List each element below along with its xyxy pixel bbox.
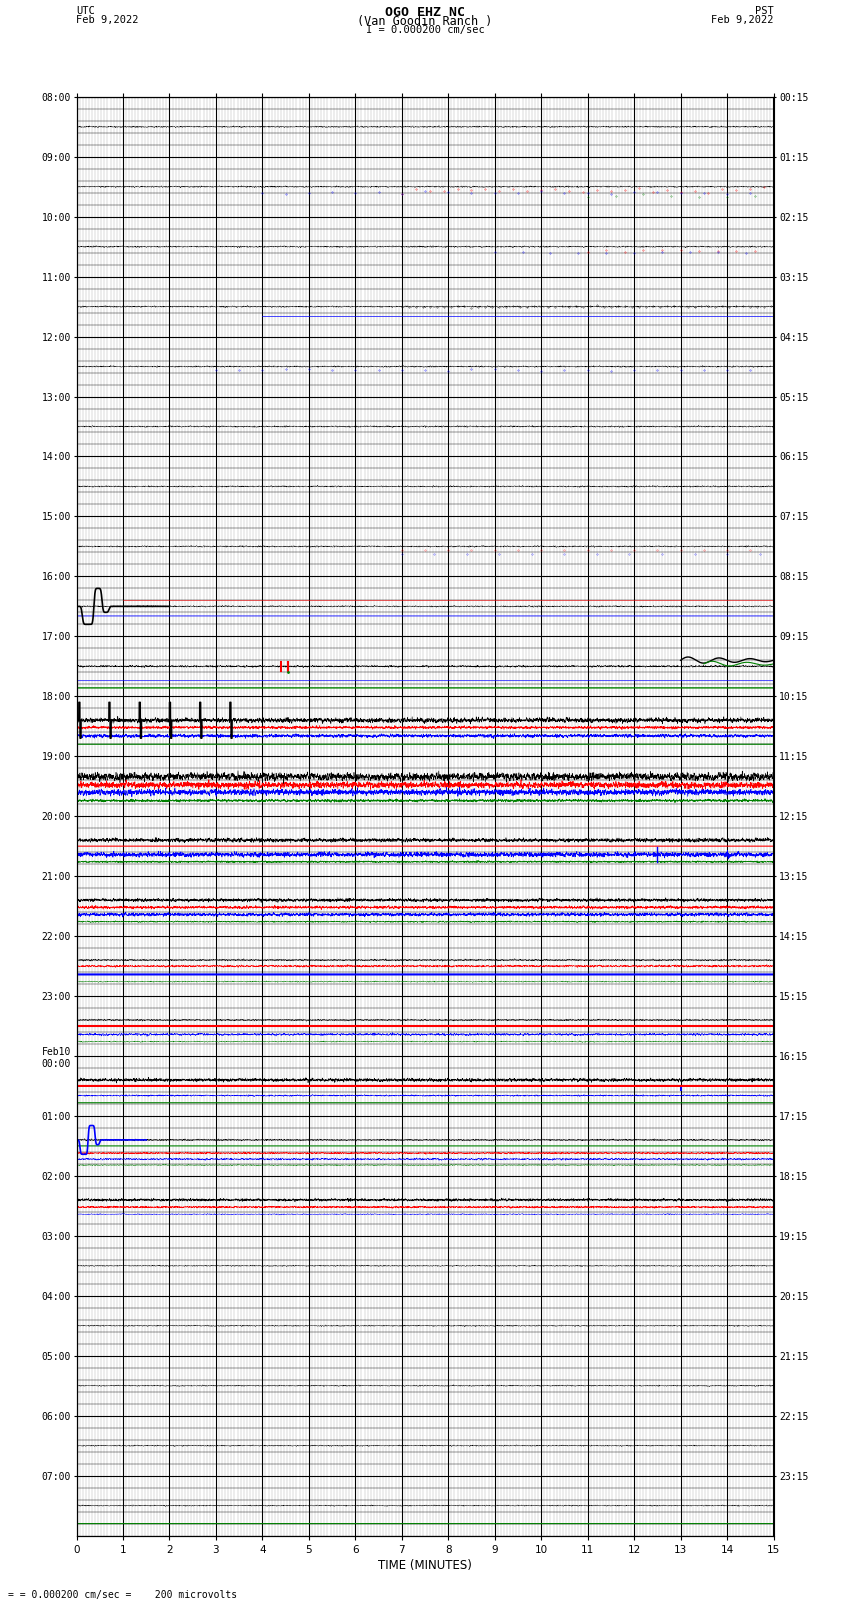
Text: PST: PST [755, 5, 774, 16]
Text: = = 0.000200 cm/sec =    200 microvolts: = = 0.000200 cm/sec = 200 microvolts [8, 1590, 238, 1600]
Text: (Van Goodin Ranch ): (Van Goodin Ranch ) [357, 16, 493, 29]
Text: Feb 9,2022: Feb 9,2022 [711, 16, 774, 26]
Text: OGO EHZ NC: OGO EHZ NC [385, 5, 465, 19]
Text: Feb 9,2022: Feb 9,2022 [76, 16, 139, 26]
X-axis label: TIME (MINUTES): TIME (MINUTES) [378, 1558, 472, 1571]
Text: I = 0.000200 cm/sec: I = 0.000200 cm/sec [366, 24, 484, 35]
Text: UTC: UTC [76, 5, 95, 16]
